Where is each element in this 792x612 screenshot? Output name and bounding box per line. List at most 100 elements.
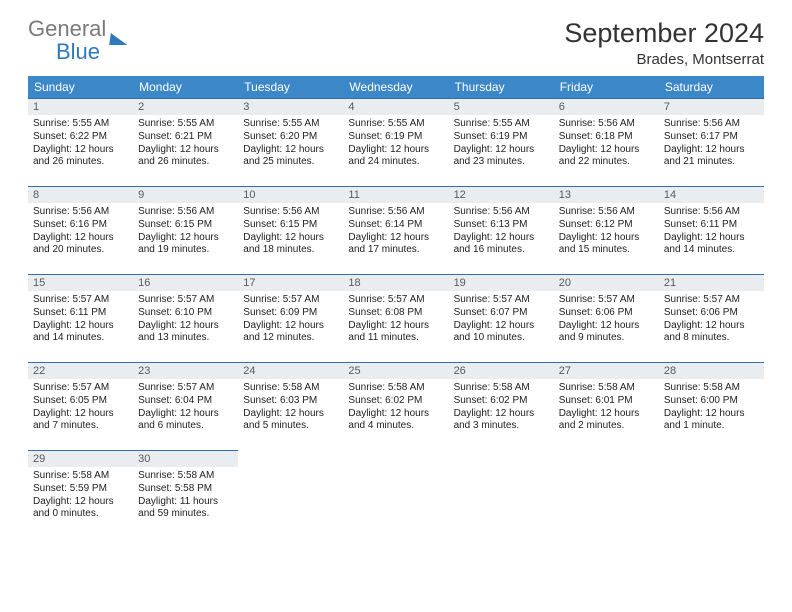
day-cell	[343, 451, 448, 539]
day-data: Sunrise: 5:57 AMSunset: 6:04 PMDaylight:…	[133, 379, 238, 437]
day-cell: 22Sunrise: 5:57 AMSunset: 6:05 PMDayligh…	[28, 363, 133, 451]
day-data: Sunrise: 5:55 AMSunset: 6:22 PMDaylight:…	[28, 115, 133, 173]
day-cell: 18Sunrise: 5:57 AMSunset: 6:08 PMDayligh…	[343, 275, 448, 363]
day-number: 30	[133, 451, 238, 467]
day-number: 3	[238, 99, 343, 115]
month-title: September 2024	[564, 18, 764, 49]
week-row: 1Sunrise: 5:55 AMSunset: 6:22 PMDaylight…	[28, 99, 764, 187]
calendar-table: Sunday Monday Tuesday Wednesday Thursday…	[28, 76, 764, 539]
day-cell: 9Sunrise: 5:56 AMSunset: 6:15 PMDaylight…	[133, 187, 238, 275]
day-data: Sunrise: 5:56 AMSunset: 6:15 PMDaylight:…	[133, 203, 238, 261]
day-number: 2	[133, 99, 238, 115]
day-cell: 30Sunrise: 5:58 AMSunset: 5:58 PMDayligh…	[133, 451, 238, 539]
day-cell: 17Sunrise: 5:57 AMSunset: 6:09 PMDayligh…	[238, 275, 343, 363]
day-data: Sunrise: 5:58 AMSunset: 5:58 PMDaylight:…	[133, 467, 238, 525]
weekday-header-row: Sunday Monday Tuesday Wednesday Thursday…	[28, 76, 764, 99]
day-cell: 3Sunrise: 5:55 AMSunset: 6:20 PMDaylight…	[238, 99, 343, 187]
day-cell: 29Sunrise: 5:58 AMSunset: 5:59 PMDayligh…	[28, 451, 133, 539]
day-data: Sunrise: 5:56 AMSunset: 6:16 PMDaylight:…	[28, 203, 133, 261]
day-cell: 21Sunrise: 5:57 AMSunset: 6:06 PMDayligh…	[659, 275, 764, 363]
day-cell: 12Sunrise: 5:56 AMSunset: 6:13 PMDayligh…	[449, 187, 554, 275]
day-number: 17	[238, 275, 343, 291]
day-data: Sunrise: 5:55 AMSunset: 6:19 PMDaylight:…	[449, 115, 554, 173]
day-number: 12	[449, 187, 554, 203]
day-data: Sunrise: 5:57 AMSunset: 6:06 PMDaylight:…	[554, 291, 659, 349]
week-row: 22Sunrise: 5:57 AMSunset: 6:05 PMDayligh…	[28, 363, 764, 451]
day-number: 11	[343, 187, 448, 203]
day-data: Sunrise: 5:58 AMSunset: 6:02 PMDaylight:…	[449, 379, 554, 437]
day-data: Sunrise: 5:55 AMSunset: 6:19 PMDaylight:…	[343, 115, 448, 173]
day-number: 6	[554, 99, 659, 115]
day-data: Sunrise: 5:56 AMSunset: 6:17 PMDaylight:…	[659, 115, 764, 173]
day-cell	[659, 451, 764, 539]
col-friday: Friday	[554, 76, 659, 99]
header: General Blue September 2024 Brades, Mont…	[28, 18, 764, 68]
day-number: 28	[659, 363, 764, 379]
logo-triangle-icon	[109, 33, 129, 45]
day-cell: 1Sunrise: 5:55 AMSunset: 6:22 PMDaylight…	[28, 99, 133, 187]
day-cell: 23Sunrise: 5:57 AMSunset: 6:04 PMDayligh…	[133, 363, 238, 451]
day-cell: 25Sunrise: 5:58 AMSunset: 6:02 PMDayligh…	[343, 363, 448, 451]
day-cell: 26Sunrise: 5:58 AMSunset: 6:02 PMDayligh…	[449, 363, 554, 451]
location: Brades, Montserrat	[564, 51, 764, 68]
col-sunday: Sunday	[28, 76, 133, 99]
logo: General Blue	[28, 18, 128, 64]
day-number: 4	[343, 99, 448, 115]
day-number: 16	[133, 275, 238, 291]
day-number: 20	[554, 275, 659, 291]
day-cell: 7Sunrise: 5:56 AMSunset: 6:17 PMDaylight…	[659, 99, 764, 187]
day-cell	[554, 451, 659, 539]
day-cell: 6Sunrise: 5:56 AMSunset: 6:18 PMDaylight…	[554, 99, 659, 187]
day-cell: 4Sunrise: 5:55 AMSunset: 6:19 PMDaylight…	[343, 99, 448, 187]
col-wednesday: Wednesday	[343, 76, 448, 99]
day-number: 19	[449, 275, 554, 291]
day-cell: 14Sunrise: 5:56 AMSunset: 6:11 PMDayligh…	[659, 187, 764, 275]
day-data: Sunrise: 5:56 AMSunset: 6:12 PMDaylight:…	[554, 203, 659, 261]
day-data: Sunrise: 5:57 AMSunset: 6:06 PMDaylight:…	[659, 291, 764, 349]
day-number: 21	[659, 275, 764, 291]
day-data: Sunrise: 5:57 AMSunset: 6:08 PMDaylight:…	[343, 291, 448, 349]
day-cell: 20Sunrise: 5:57 AMSunset: 6:06 PMDayligh…	[554, 275, 659, 363]
week-row: 8Sunrise: 5:56 AMSunset: 6:16 PMDaylight…	[28, 187, 764, 275]
calendar-body: 1Sunrise: 5:55 AMSunset: 6:22 PMDaylight…	[28, 99, 764, 539]
day-number: 24	[238, 363, 343, 379]
day-data: Sunrise: 5:58 AMSunset: 6:01 PMDaylight:…	[554, 379, 659, 437]
col-tuesday: Tuesday	[238, 76, 343, 99]
day-data: Sunrise: 5:56 AMSunset: 6:18 PMDaylight:…	[554, 115, 659, 173]
day-cell: 8Sunrise: 5:56 AMSunset: 6:16 PMDaylight…	[28, 187, 133, 275]
day-data: Sunrise: 5:56 AMSunset: 6:15 PMDaylight:…	[238, 203, 343, 261]
day-data: Sunrise: 5:56 AMSunset: 6:13 PMDaylight:…	[449, 203, 554, 261]
day-data: Sunrise: 5:58 AMSunset: 5:59 PMDaylight:…	[28, 467, 133, 525]
day-number: 8	[28, 187, 133, 203]
day-number: 1	[28, 99, 133, 115]
day-data: Sunrise: 5:57 AMSunset: 6:09 PMDaylight:…	[238, 291, 343, 349]
day-cell: 2Sunrise: 5:55 AMSunset: 6:21 PMDaylight…	[133, 99, 238, 187]
col-monday: Monday	[133, 76, 238, 99]
day-cell: 10Sunrise: 5:56 AMSunset: 6:15 PMDayligh…	[238, 187, 343, 275]
day-number: 14	[659, 187, 764, 203]
day-data: Sunrise: 5:55 AMSunset: 6:21 PMDaylight:…	[133, 115, 238, 173]
day-number: 9	[133, 187, 238, 203]
day-cell: 15Sunrise: 5:57 AMSunset: 6:11 PMDayligh…	[28, 275, 133, 363]
col-saturday: Saturday	[659, 76, 764, 99]
day-data: Sunrise: 5:56 AMSunset: 6:14 PMDaylight:…	[343, 203, 448, 261]
day-number: 18	[343, 275, 448, 291]
day-number: 25	[343, 363, 448, 379]
day-number: 15	[28, 275, 133, 291]
day-cell: 5Sunrise: 5:55 AMSunset: 6:19 PMDaylight…	[449, 99, 554, 187]
day-number: 29	[28, 451, 133, 467]
logo-text-block: General Blue	[28, 18, 106, 64]
day-data: Sunrise: 5:57 AMSunset: 6:05 PMDaylight:…	[28, 379, 133, 437]
day-cell: 27Sunrise: 5:58 AMSunset: 6:01 PMDayligh…	[554, 363, 659, 451]
day-data: Sunrise: 5:57 AMSunset: 6:11 PMDaylight:…	[28, 291, 133, 349]
day-cell	[238, 451, 343, 539]
day-data: Sunrise: 5:58 AMSunset: 6:00 PMDaylight:…	[659, 379, 764, 437]
day-data: Sunrise: 5:58 AMSunset: 6:03 PMDaylight:…	[238, 379, 343, 437]
calendar-page: General Blue September 2024 Brades, Mont…	[0, 0, 792, 557]
day-number: 23	[133, 363, 238, 379]
day-number: 27	[554, 363, 659, 379]
day-data: Sunrise: 5:56 AMSunset: 6:11 PMDaylight:…	[659, 203, 764, 261]
day-cell: 13Sunrise: 5:56 AMSunset: 6:12 PMDayligh…	[554, 187, 659, 275]
day-data: Sunrise: 5:58 AMSunset: 6:02 PMDaylight:…	[343, 379, 448, 437]
day-number: 5	[449, 99, 554, 115]
